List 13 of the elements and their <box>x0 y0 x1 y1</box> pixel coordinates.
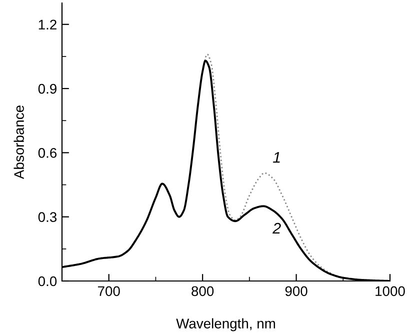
annotation: 2 <box>272 222 281 234</box>
x-tick-label: 800 <box>192 286 214 296</box>
y-axis-title: Absorbance <box>14 106 24 180</box>
x-tick-label: 900 <box>285 286 308 296</box>
x-axis-title: Wavelength, nm <box>176 318 276 332</box>
y-tick-label: 1.2 <box>38 20 56 30</box>
y-tick-label: 0.6 <box>38 148 57 158</box>
x-tick-label: 1000 <box>376 286 405 296</box>
x-tick-label: 700 <box>98 286 120 296</box>
y-tick-label: 0.3 <box>38 212 57 222</box>
y-tick-label: 0.0 <box>38 276 57 286</box>
annotation: 1 <box>272 152 280 163</box>
y-tick-label: 0.9 <box>38 84 56 94</box>
